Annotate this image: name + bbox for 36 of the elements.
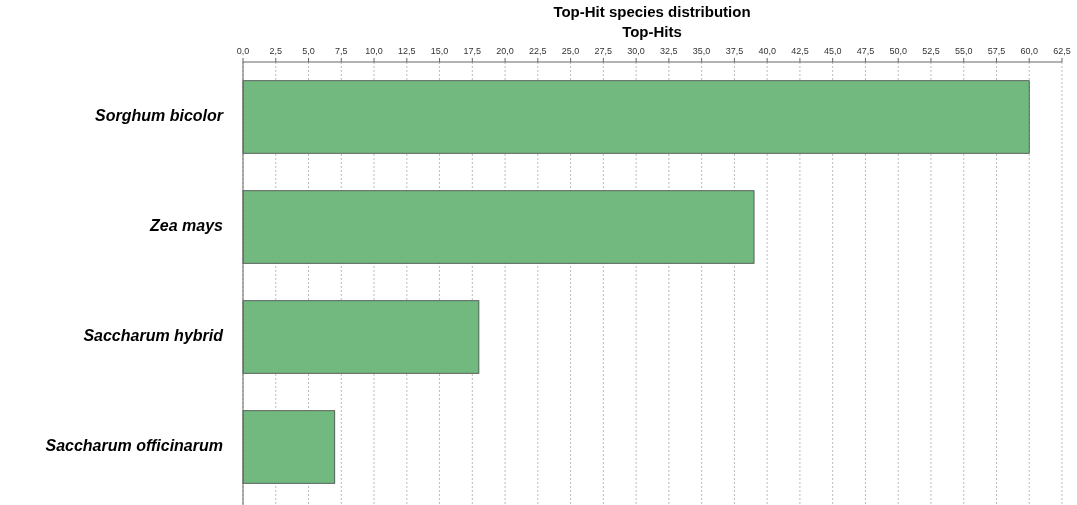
bar xyxy=(242,190,755,264)
x-tick-label: 40,0 xyxy=(758,46,776,56)
x-tick-label: 25,0 xyxy=(561,46,580,56)
bar xyxy=(242,410,336,484)
y-tick-label: Zea mays xyxy=(149,217,224,235)
x-tick-label: 32,5 xyxy=(660,46,678,56)
x-tick-label: 17,5 xyxy=(463,46,482,56)
x-tick-label: 20,0 xyxy=(496,46,514,56)
x-tick-label: 12,5 xyxy=(398,46,416,56)
x-tick-label: 57,5 xyxy=(987,46,1006,56)
x-tick-label: 15,0 xyxy=(430,46,449,56)
x-tick-label: 55,0 xyxy=(954,46,973,56)
x-tick-label: 42,5 xyxy=(791,46,809,56)
x-tick-label: 45,0 xyxy=(823,46,842,56)
x-tick-label: 60,0 xyxy=(1020,46,1039,56)
x-tick-label: 27,5 xyxy=(594,46,613,56)
y-tick-label: Sorghum bicolor xyxy=(95,107,224,125)
bar xyxy=(242,80,1030,154)
x-tick-label: 22,5 xyxy=(529,46,547,56)
y-tick-label: Saccharum hybrid xyxy=(83,327,225,345)
x-tick-label: 50,0 xyxy=(889,46,907,56)
y-tick-label: Saccharum officinarum xyxy=(45,437,223,455)
x-tick-label: 47,5 xyxy=(856,46,875,56)
x-tick-label: 52,5 xyxy=(922,46,940,56)
x-tick-label: 10,0 xyxy=(365,46,383,56)
x-tick-label: 62,5 xyxy=(1053,46,1071,56)
x-tick-label: 0,0 xyxy=(236,46,250,56)
x-tick-label: 35,0 xyxy=(692,46,711,56)
x-tick-label: 2,5 xyxy=(269,46,283,56)
bar xyxy=(242,300,480,374)
x-tick-label: 30,0 xyxy=(627,46,645,56)
x-tick-label: 7,5 xyxy=(335,46,348,56)
x-tick-label: 37,5 xyxy=(725,46,744,56)
x-tick-label: 5,0 xyxy=(302,46,315,56)
chart-subtitle: Top-Hits xyxy=(622,23,682,40)
chart-title: Top-Hit species distribution xyxy=(553,3,751,20)
